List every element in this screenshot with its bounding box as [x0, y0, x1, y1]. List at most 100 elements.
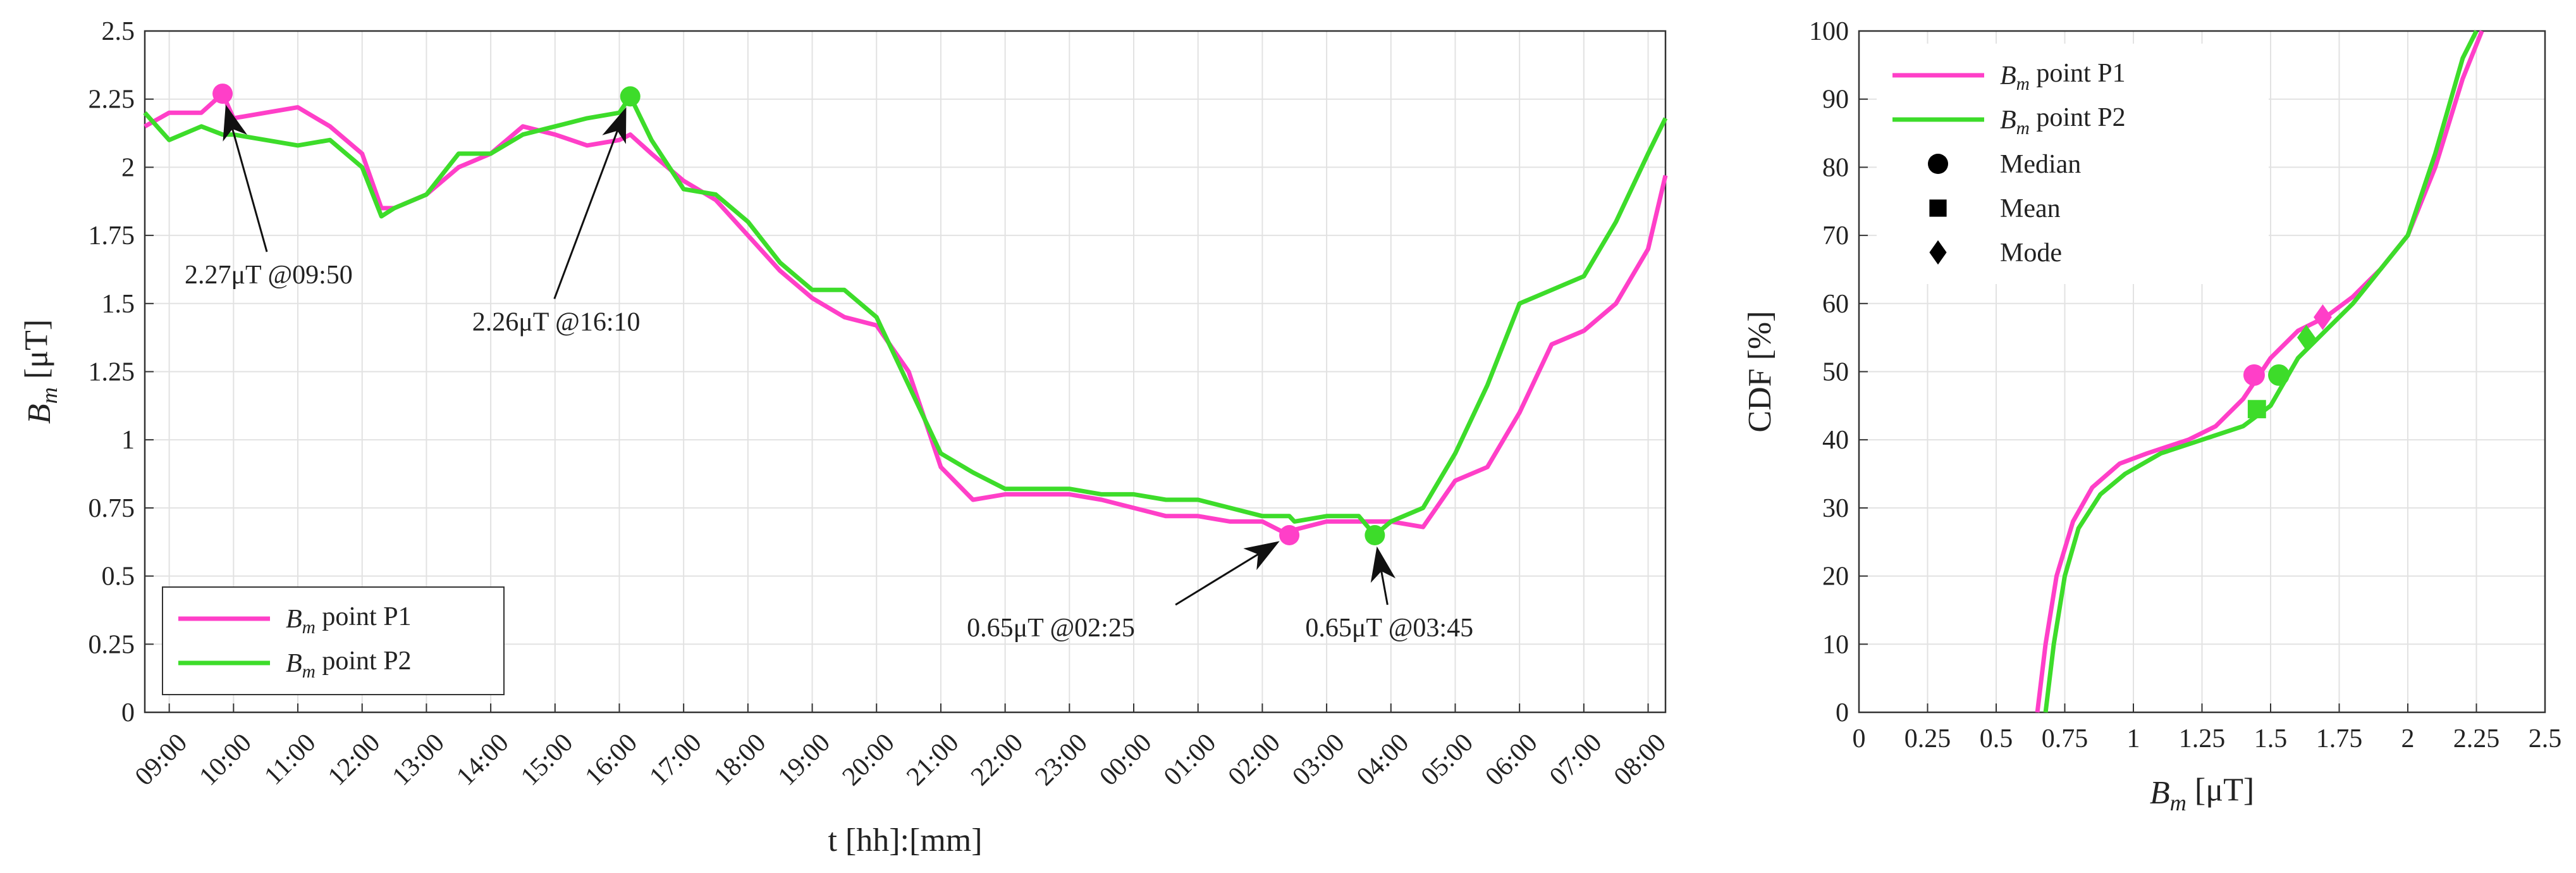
stat-marker — [1929, 240, 1947, 265]
y-tick-label: 40 — [1822, 426, 1849, 455]
annotation-text: 0.65μT @03:45 — [1305, 614, 1473, 643]
x-tick-label: 2 — [2401, 724, 2415, 753]
y-tick-label: 20 — [1822, 562, 1849, 591]
annotation-arrow — [1175, 553, 1259, 606]
y-tick-label: 50 — [1822, 358, 1849, 387]
x-tick-label: 21:00 — [901, 728, 964, 791]
x-tick-label: 1 — [2127, 724, 2140, 753]
x-axis-label: Bm [μT] — [2150, 772, 2254, 815]
x-tick-label: 1.25 — [2179, 724, 2226, 753]
annotation-arrow — [231, 128, 268, 252]
x-tick-label: 2.5 — [2529, 724, 2562, 753]
x-tick-label: 04:00 — [1351, 728, 1414, 791]
annotation-arrow — [1380, 571, 1389, 605]
stat-marker — [2247, 400, 2266, 419]
legend-label: Median — [2000, 150, 2081, 179]
x-tick-label: 05:00 — [1416, 728, 1479, 791]
stat-marker — [2297, 325, 2315, 351]
x-tick-label: 18:00 — [708, 728, 771, 791]
y-tick-label: 2 — [121, 153, 135, 182]
stat-marker — [1928, 154, 1948, 174]
x-tick-label: 15:00 — [515, 728, 579, 791]
arrow-head — [602, 107, 627, 144]
y-tick-label: 60 — [1822, 290, 1849, 319]
y-axis-label: CDF [%] — [1742, 311, 1778, 432]
y-axis-label: Bm [μT] — [18, 319, 62, 424]
x-tick-label: 22:00 — [966, 728, 1029, 791]
y-tick-label: 0.25 — [89, 630, 135, 659]
subplot: 0 0.25 0.5 0.75 1 1.25 1.5 1.75 2 2.25 2.5 0 10 20 30 4… — [1742, 17, 2561, 815]
y-tick-label: 0 — [121, 698, 135, 728]
x-tick-label: 20:00 — [837, 728, 900, 791]
y-tick-label: 10 — [1822, 630, 1849, 659]
x-tick-label: 19:00 — [773, 728, 836, 791]
arrow-head — [1370, 546, 1396, 583]
stat-marker — [1929, 199, 1947, 217]
peak-marker — [212, 84, 233, 104]
x-tick-label: 12:00 — [322, 728, 386, 791]
y-tick-label: 30 — [1822, 494, 1849, 523]
arrow-head — [1243, 541, 1280, 571]
annotation-text: 2.27μT @09:50 — [185, 261, 353, 290]
x-tick-label: 1.5 — [2254, 724, 2288, 753]
x-tick-label: 1.75 — [2316, 724, 2363, 753]
y-tick-label: 80 — [1822, 153, 1849, 182]
y-tick-label: 0 — [1836, 698, 1849, 728]
stat-marker — [2243, 364, 2265, 386]
y-tick-label: 1.25 — [89, 358, 135, 387]
x-tick-label: 0.5 — [1980, 724, 2013, 753]
x-tick-label: 03:00 — [1287, 728, 1350, 791]
stat-marker — [2268, 364, 2290, 386]
legend-label: Mode — [2000, 238, 2062, 268]
y-tick-label: 2.25 — [89, 85, 135, 115]
x-tick-label: 06:00 — [1480, 728, 1543, 791]
x-tick-label: 11:00 — [259, 728, 321, 791]
y-tick-label: 1.75 — [89, 221, 135, 251]
legend-box — [162, 586, 505, 695]
y-tick-label: 0.75 — [89, 494, 135, 523]
annotation-text: 2.26μT @16:10 — [472, 307, 641, 337]
x-tick-label: 0.75 — [2042, 724, 2088, 753]
legend-label: Bm point P2 — [2000, 103, 2126, 139]
peak-marker — [1279, 524, 1300, 545]
x-tick-label: 17:00 — [644, 728, 707, 791]
y-tick-label: 1.5 — [102, 290, 135, 319]
x-tick-label: 01:00 — [1158, 728, 1222, 791]
x-tick-label: 0.25 — [1904, 724, 1951, 753]
data-line — [143, 94, 1668, 538]
annotation-text: 0.65μT @02:25 — [967, 614, 1135, 643]
y-tick-label: 70 — [1822, 221, 1849, 251]
legend-label: Bm point P1 — [286, 602, 412, 638]
x-tick-label: 0 — [1853, 724, 1866, 753]
peak-marker — [1365, 524, 1385, 545]
stat-marker — [2314, 304, 2332, 330]
y-tick-label: 90 — [1822, 85, 1849, 115]
y-tick-label: 1 — [121, 426, 135, 455]
x-tick-label: 07:00 — [1544, 728, 1607, 791]
x-tick-label: 23:00 — [1030, 728, 1093, 791]
peak-marker — [620, 86, 641, 107]
x-tick-label: 10:00 — [194, 728, 257, 791]
x-tick-label: 2.25 — [2453, 724, 2500, 753]
x-tick-label: 02:00 — [1223, 728, 1286, 791]
legend-label: Mean — [2000, 194, 2061, 223]
legend-label: Bm point P2 — [286, 647, 412, 682]
plot-frame — [1858, 30, 2546, 714]
subplot: 09:00 10:00 11:00 12:00 13:00 14:00 15:00 16:00… — [18, 17, 1672, 858]
annotation-arrow — [553, 130, 618, 299]
x-tick-label: 00:00 — [1094, 728, 1157, 791]
y-tick-label: 100 — [1809, 17, 1849, 46]
x-tick-label: 13:00 — [387, 728, 450, 791]
plot-frame — [144, 30, 1667, 714]
legend-label: Bm point P1 — [2000, 59, 2126, 94]
x-tick-label: 09:00 — [130, 728, 193, 791]
x-axis-label: t [hh]:[mm] — [828, 822, 982, 858]
x-tick-label: 14:00 — [451, 728, 514, 791]
y-tick-label: 0.5 — [102, 562, 135, 591]
y-tick-label: 2.5 — [102, 17, 135, 46]
x-tick-label: 08:00 — [1609, 728, 1672, 791]
x-tick-label: 16:00 — [580, 728, 643, 791]
arrow-head — [223, 104, 247, 142]
